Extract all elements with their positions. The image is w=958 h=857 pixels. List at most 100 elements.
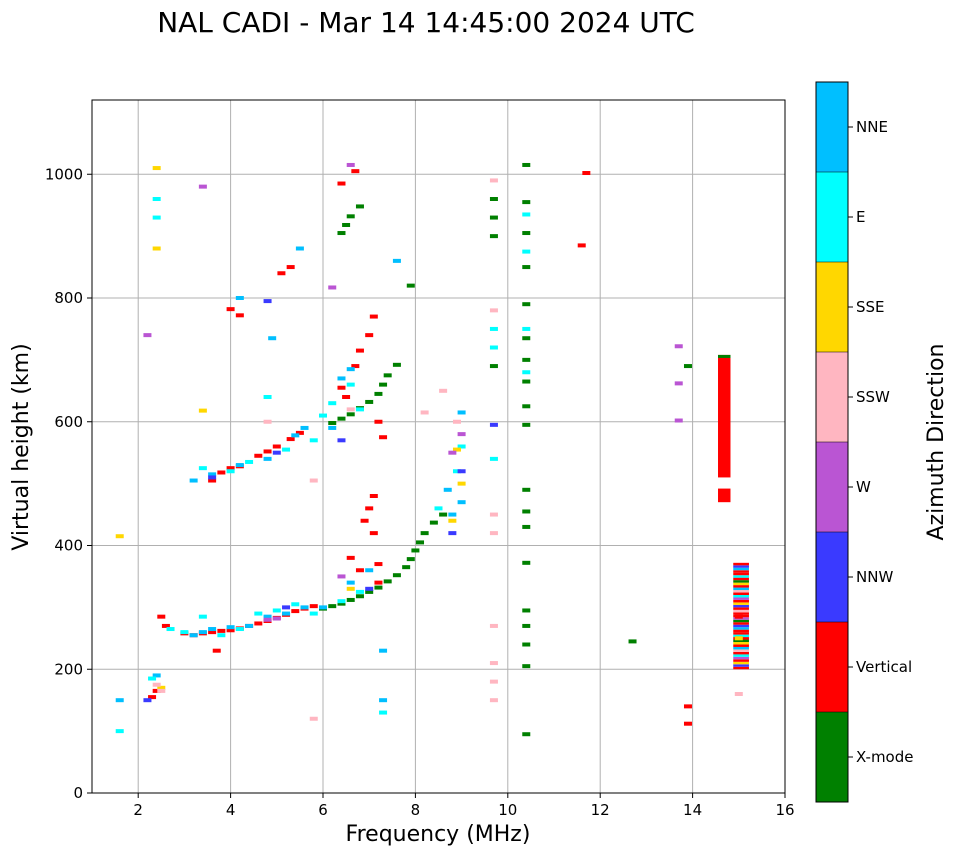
y-tick-label: 400 xyxy=(54,537,83,555)
echo-point-x-mode xyxy=(406,283,415,288)
band-segment xyxy=(733,575,749,578)
echo-point-sse xyxy=(452,447,461,452)
echo-point-x-mode xyxy=(522,732,531,737)
echo-point-nnw xyxy=(263,299,272,304)
echo-point-vertical xyxy=(369,494,378,498)
y-axis-ticks: 0 200 400 600 800 1000 xyxy=(45,165,92,802)
echo-point-e xyxy=(522,249,531,254)
echo-point-vertical xyxy=(337,181,346,186)
y-tick-label: 200 xyxy=(54,660,83,678)
echo-point-nne xyxy=(291,433,300,438)
echo-point-nne xyxy=(295,246,304,251)
echo-point-ssw xyxy=(489,178,498,183)
echo-point-e xyxy=(291,602,300,607)
echo-point-vertical xyxy=(720,494,729,498)
echo-point-x-mode xyxy=(383,373,392,378)
echo-point-e xyxy=(457,444,466,449)
echo-point-vertical xyxy=(369,531,378,536)
echo-point-e xyxy=(489,345,498,350)
echo-point-nne xyxy=(208,472,217,477)
colorbar-label-nne: NNE xyxy=(856,118,888,136)
echo-point-nne xyxy=(282,611,291,616)
echo-point-x-mode xyxy=(489,215,498,220)
echo-point-nne xyxy=(235,296,244,300)
echo-point-vertical xyxy=(582,171,591,176)
echo-point-x-mode xyxy=(522,524,531,529)
colorbar-frame xyxy=(815,81,849,803)
echo-point-nne xyxy=(457,410,466,415)
echo-point-sse xyxy=(157,685,166,690)
echo-point-ssw xyxy=(452,419,461,424)
band-segment xyxy=(733,565,749,568)
x-tick-label: 6 xyxy=(318,801,328,819)
echo-point-vertical xyxy=(337,385,346,390)
echo-point-e xyxy=(272,608,281,613)
echo-point-x-mode xyxy=(416,540,425,545)
echo-point-e xyxy=(152,215,161,220)
echo-point-nne xyxy=(300,605,309,610)
echo-point-w xyxy=(337,574,346,579)
echo-point-w xyxy=(346,162,355,167)
echo-point-x-mode xyxy=(522,200,531,205)
echo-point-vertical xyxy=(217,628,226,633)
colorbar-segment xyxy=(816,82,848,172)
echo-point-ssw xyxy=(420,410,429,415)
chart-title: NAL CADI - Mar 14 14:45:00 2024 UTC xyxy=(157,6,695,39)
echo-point-x-mode xyxy=(374,391,383,396)
echo-point-nne xyxy=(263,456,272,461)
echo-point-e xyxy=(522,370,531,375)
echo-point-x-mode xyxy=(337,231,346,236)
echo-point-nnw xyxy=(282,605,291,610)
echo-point-x-mode xyxy=(522,664,531,669)
band-segment xyxy=(733,592,749,595)
echo-point-x-mode xyxy=(337,416,346,421)
echo-point-e xyxy=(355,407,364,412)
band-segment xyxy=(733,632,749,635)
colorbar-segment xyxy=(816,442,848,532)
echo-point-x-mode xyxy=(522,404,531,409)
band-segment xyxy=(733,619,749,623)
band-segment xyxy=(733,582,749,586)
band-segment xyxy=(733,604,749,608)
echo-point-ssw xyxy=(489,531,498,536)
colorbar-segment xyxy=(816,622,848,712)
echo-point-nnw xyxy=(448,531,457,536)
colorbar-label-sse: SSE xyxy=(856,298,885,316)
echo-point-vertical xyxy=(720,425,729,430)
echo-point-nne xyxy=(379,698,388,703)
y-axis-label: Virtual height (km) xyxy=(9,343,34,550)
echo-point-nne xyxy=(457,500,466,505)
echo-point-nnw xyxy=(365,586,374,591)
x-tick-label: 12 xyxy=(591,801,610,819)
band-segment xyxy=(733,609,749,613)
echo-point-vertical xyxy=(734,614,743,619)
echo-point-w xyxy=(263,617,272,622)
echo-point-x-mode xyxy=(522,560,531,565)
plot-background xyxy=(92,100,785,793)
colorbar-segment xyxy=(816,352,848,442)
x-tick-label: 2 xyxy=(133,801,143,819)
echo-point-x-mode xyxy=(337,601,346,606)
echo-point-ssw xyxy=(263,419,272,424)
echo-point-nnw xyxy=(489,422,498,427)
echo-point-x-mode xyxy=(522,509,531,514)
echo-point-vertical xyxy=(152,688,161,693)
band-segment xyxy=(733,629,749,633)
echo-point-vertical xyxy=(355,568,364,573)
echo-point-e xyxy=(434,506,443,511)
echo-point-x-mode xyxy=(392,362,401,367)
echo-point-w xyxy=(198,184,207,189)
colorbar-label-w: W xyxy=(856,478,871,496)
echo-point-nne xyxy=(208,627,217,632)
echo-point-ssw xyxy=(489,661,498,666)
band-segment xyxy=(733,570,749,573)
echo-point-vertical xyxy=(254,621,263,626)
band-segment xyxy=(733,624,749,628)
echo-point-vertical xyxy=(360,518,369,523)
echo-point-nne xyxy=(379,648,388,653)
echo-point-x-mode xyxy=(342,222,351,227)
echo-point-vertical xyxy=(148,695,157,700)
y-tick-label: 600 xyxy=(54,413,83,431)
echo-point-e xyxy=(198,614,207,619)
band-segment xyxy=(733,654,749,657)
